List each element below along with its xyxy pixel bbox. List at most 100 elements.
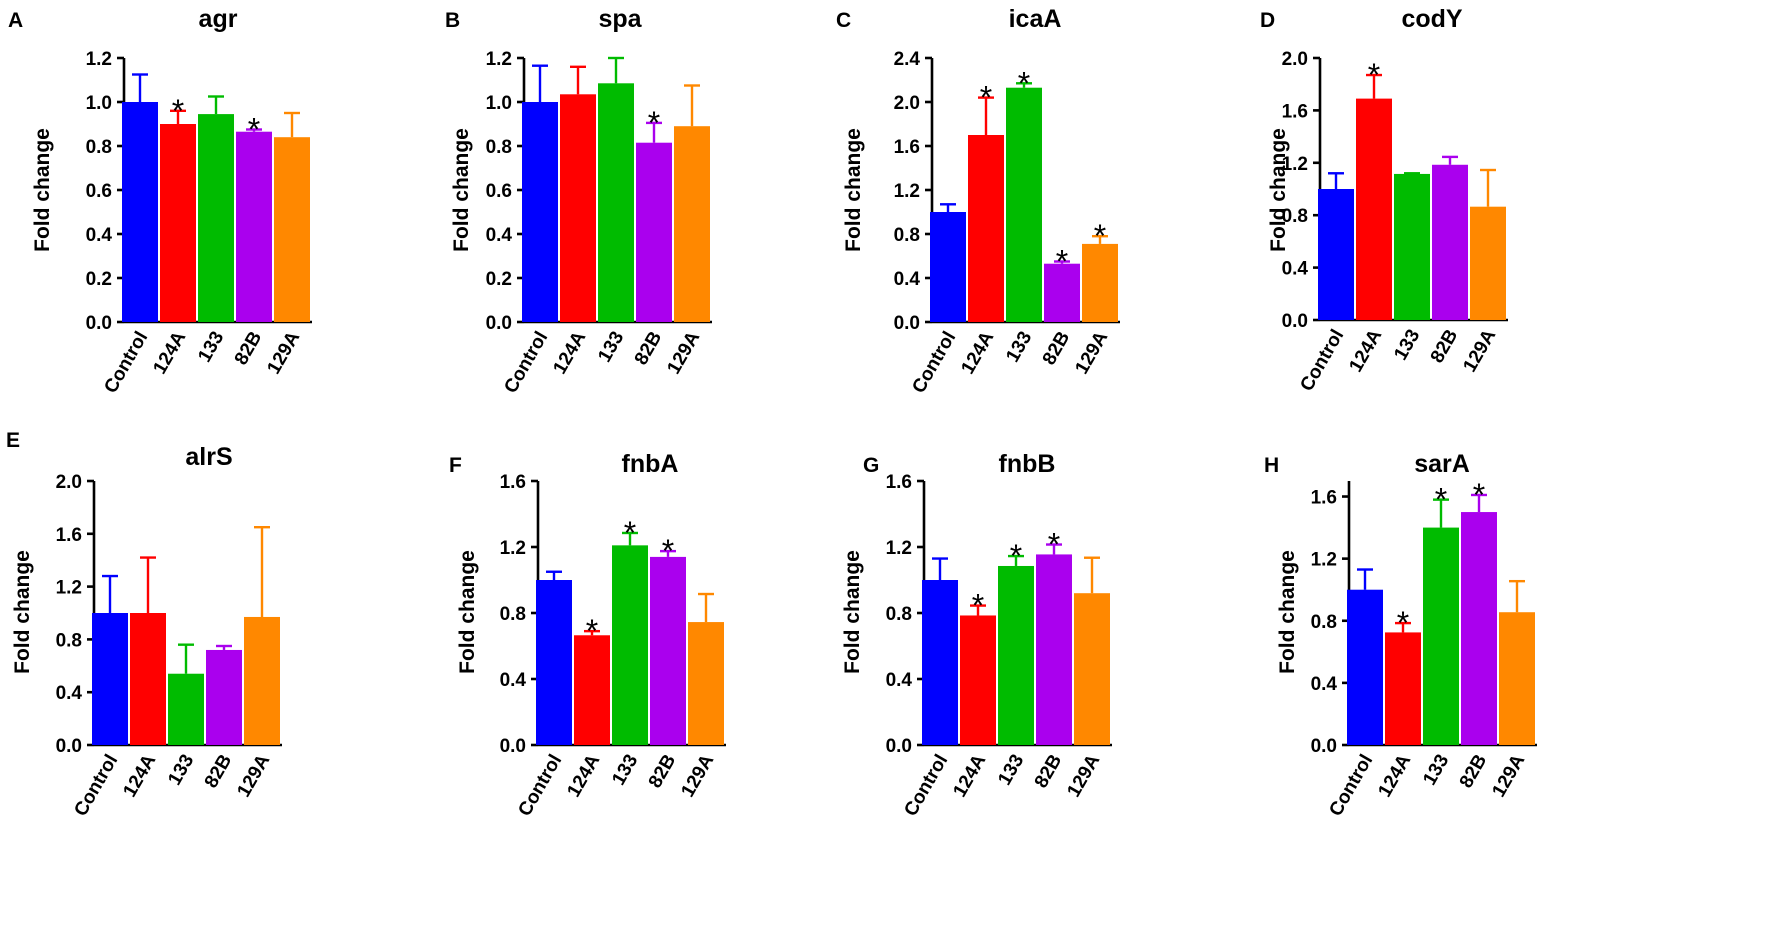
- significance-star: *: [1368, 57, 1380, 93]
- panel-letter: F: [449, 454, 462, 477]
- y-tick-label: 0.8: [886, 604, 912, 625]
- y-tick-label: 0.8: [86, 137, 112, 158]
- y-tick-label: 1.6: [56, 525, 82, 546]
- significance-star: *: [648, 105, 660, 141]
- bar-124a: [130, 613, 166, 745]
- y-tick-label: 1.6: [500, 472, 526, 493]
- x-tick-label: 82B: [1427, 326, 1463, 367]
- y-tick-label: 0.2: [486, 269, 512, 290]
- y-tick-label: 0.8: [894, 225, 920, 246]
- y-tick-label: 0.0: [486, 313, 512, 334]
- chart-title: spa: [598, 5, 642, 33]
- y-tick-label: 0.0: [56, 736, 82, 757]
- x-tick-label: 124A: [149, 328, 190, 378]
- bar-control: [522, 102, 558, 322]
- y-tick-label: 0.8: [1311, 612, 1337, 633]
- significance-star: *: [1048, 527, 1060, 563]
- y-tick-label: 2.0: [1282, 49, 1308, 70]
- x-tick-label: 82B: [1039, 328, 1075, 369]
- panel-letter: B: [445, 9, 460, 32]
- significance-star: *: [1010, 538, 1022, 574]
- bar-control: [536, 580, 572, 745]
- bar-129a: [1470, 206, 1506, 320]
- panel-letter: E: [6, 429, 20, 452]
- bar-133: [612, 545, 648, 745]
- x-tick-label: 129A: [1488, 751, 1529, 801]
- chart-title: icaA: [1009, 5, 1062, 33]
- significance-star: *: [1435, 482, 1447, 518]
- bar-124a: [968, 135, 1004, 322]
- y-tick-label: 1.2: [86, 49, 112, 70]
- bar-control: [1347, 589, 1383, 745]
- bar-124a: [560, 94, 596, 322]
- bar-129a: [274, 137, 310, 322]
- significance-star: *: [662, 533, 674, 569]
- panel-letter: D: [1260, 9, 1275, 32]
- x-tick-label: 133: [1002, 328, 1036, 366]
- x-tick-label: Control: [908, 328, 960, 397]
- x-tick-label: 129A: [1071, 328, 1112, 378]
- y-tick-label: 1.6: [1311, 488, 1337, 509]
- x-tick-label: 82B: [1031, 751, 1067, 792]
- x-tick-label: 129A: [677, 751, 718, 801]
- y-tick-label: 1.2: [1282, 154, 1308, 175]
- y-tick-label: 0.0: [886, 736, 912, 757]
- x-tick-label: 124A: [119, 751, 160, 801]
- x-tick-label: Control: [500, 328, 552, 397]
- significance-star: *: [1473, 477, 1485, 513]
- y-axis-title: Fold change: [841, 550, 864, 674]
- bar-129a: [674, 126, 710, 322]
- x-tick-label: 129A: [1459, 326, 1500, 376]
- chart-title: alrS: [185, 443, 232, 471]
- y-tick-label: 1.2: [894, 181, 920, 202]
- bar-129a: [244, 616, 280, 745]
- bar-124a: [960, 615, 996, 745]
- bar-82b: [636, 142, 672, 322]
- y-tick-label: 1.2: [500, 538, 526, 559]
- bar-133: [998, 565, 1034, 745]
- y-tick-label: 0.0: [1282, 311, 1308, 332]
- bar-124a: [160, 124, 196, 322]
- x-tick-label: Control: [514, 751, 566, 820]
- y-axis-title: Fold change: [11, 550, 34, 674]
- y-tick-label: 0.4: [894, 269, 921, 290]
- y-tick-label: 0.2: [86, 269, 112, 290]
- bar-82b: [1044, 263, 1080, 322]
- y-tick-label: 0.6: [486, 181, 512, 202]
- bar-82b: [236, 131, 272, 322]
- significance-star: *: [586, 613, 598, 649]
- x-tick-label: 133: [164, 751, 198, 789]
- bar-129a: [1499, 612, 1535, 745]
- x-tick-label: 129A: [1063, 751, 1104, 801]
- bar-124a: [1356, 98, 1392, 320]
- y-tick-label: 0.8: [1282, 206, 1308, 227]
- bar-124a: [1385, 632, 1421, 745]
- y-tick-label: 0.0: [500, 736, 526, 757]
- y-axis-title: Fold change: [842, 128, 865, 252]
- significance-star: *: [248, 112, 260, 148]
- x-tick-label: 82B: [231, 328, 267, 369]
- y-tick-label: 0.8: [486, 137, 512, 158]
- y-tick-label: 1.6: [886, 472, 912, 493]
- y-tick-label: 0.6: [86, 181, 112, 202]
- chart-title: codY: [1401, 5, 1462, 33]
- bar-82b: [1036, 554, 1072, 745]
- bar-control: [122, 102, 158, 322]
- x-tick-label: 124A: [949, 751, 990, 801]
- x-tick-label: 124A: [549, 328, 590, 378]
- y-tick-label: 0.4: [1311, 674, 1338, 695]
- bar-129a: [1074, 593, 1110, 745]
- chart-title: fnbB: [999, 450, 1056, 478]
- chart-title: sarA: [1414, 450, 1470, 478]
- y-tick-label: 0.0: [894, 313, 920, 334]
- bar-control: [1318, 189, 1354, 320]
- bar-82b: [1461, 512, 1497, 745]
- x-tick-label: 133: [194, 328, 228, 366]
- x-tick-label: 133: [1390, 326, 1424, 364]
- x-tick-label: Control: [900, 751, 952, 820]
- y-tick-label: 1.6: [894, 137, 920, 158]
